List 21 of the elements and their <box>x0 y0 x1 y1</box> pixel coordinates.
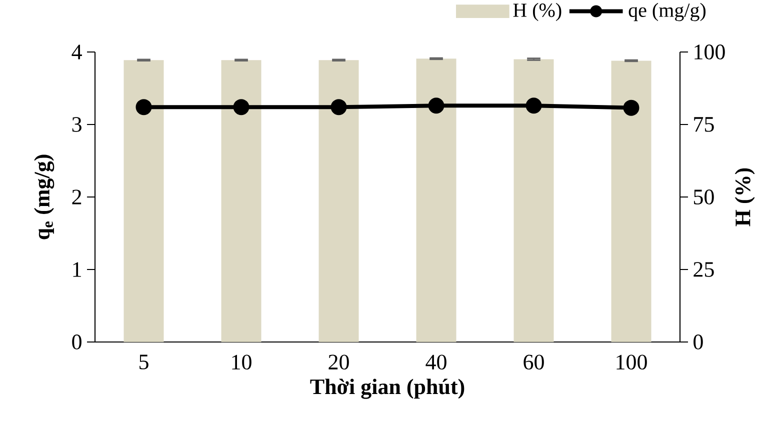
y-tick-label: 4 <box>72 44 82 60</box>
y2-tick-label: 100 <box>694 44 725 60</box>
x-axis-title: Thời gian (phút) <box>310 378 464 399</box>
x-tick-label: 40 <box>426 354 446 370</box>
x-tick-label: 20 <box>328 354 349 370</box>
y-tick-label: 1 <box>73 262 81 277</box>
legend-label: H (%) <box>513 2 562 22</box>
y-tick-label: 2 <box>72 190 82 204</box>
x-tick-label: 100 <box>616 354 647 370</box>
y2-axis-title: H (%) <box>734 168 755 226</box>
y-tick-label: 0 <box>72 334 82 350</box>
y-tick-label: 3 <box>72 117 82 132</box>
y2-tick-label: 75 <box>694 117 714 132</box>
x-tick-label: 60 <box>524 354 544 370</box>
x-tick-label: 10 <box>232 354 252 370</box>
y2-tick-label: 25 <box>694 262 714 277</box>
y2-tick-label: 0 <box>694 334 703 350</box>
y2-tick-label: 50 <box>694 190 714 204</box>
x-tick-label: 5 <box>140 354 148 370</box>
legend-label: qe (mg/g) <box>628 2 706 22</box>
y-axis-title: q$_{e}$ (mg/g) <box>34 154 54 240</box>
